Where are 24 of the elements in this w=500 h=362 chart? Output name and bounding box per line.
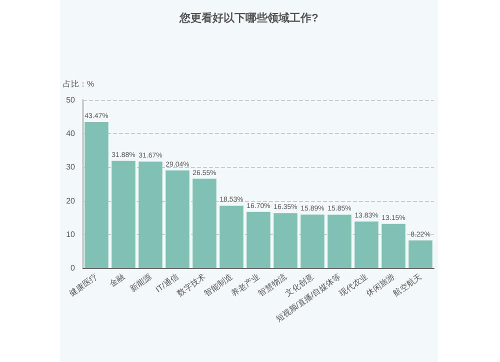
bar — [192, 178, 216, 268]
x-tick-label: 新能源 — [128, 272, 154, 294]
bar — [84, 122, 108, 268]
y-tick-label: 30 — [66, 162, 76, 172]
bar — [300, 214, 324, 268]
y-tick-label: 20 — [66, 196, 76, 206]
chart-title: 您更看好以下哪些领域工作? — [178, 12, 319, 24]
bar — [138, 162, 162, 268]
bar — [246, 212, 270, 268]
bar — [328, 214, 352, 268]
x-tick-label: 金融 — [108, 272, 126, 289]
bar — [354, 222, 378, 268]
x-tick-label: 健康医疗 — [68, 272, 100, 298]
y-tick-label: 10 — [66, 230, 76, 239]
bar — [220, 206, 244, 268]
bar — [408, 240, 432, 268]
bar — [166, 170, 190, 268]
y-tick-label: 0 — [70, 264, 76, 272]
bar — [382, 224, 406, 268]
bar — [112, 160, 136, 268]
bar — [274, 213, 298, 268]
y-tick-label: 50 — [66, 96, 76, 104]
y-tick-label: 40 — [66, 129, 76, 138]
y-axis-title: 占比：% — [63, 80, 94, 88]
